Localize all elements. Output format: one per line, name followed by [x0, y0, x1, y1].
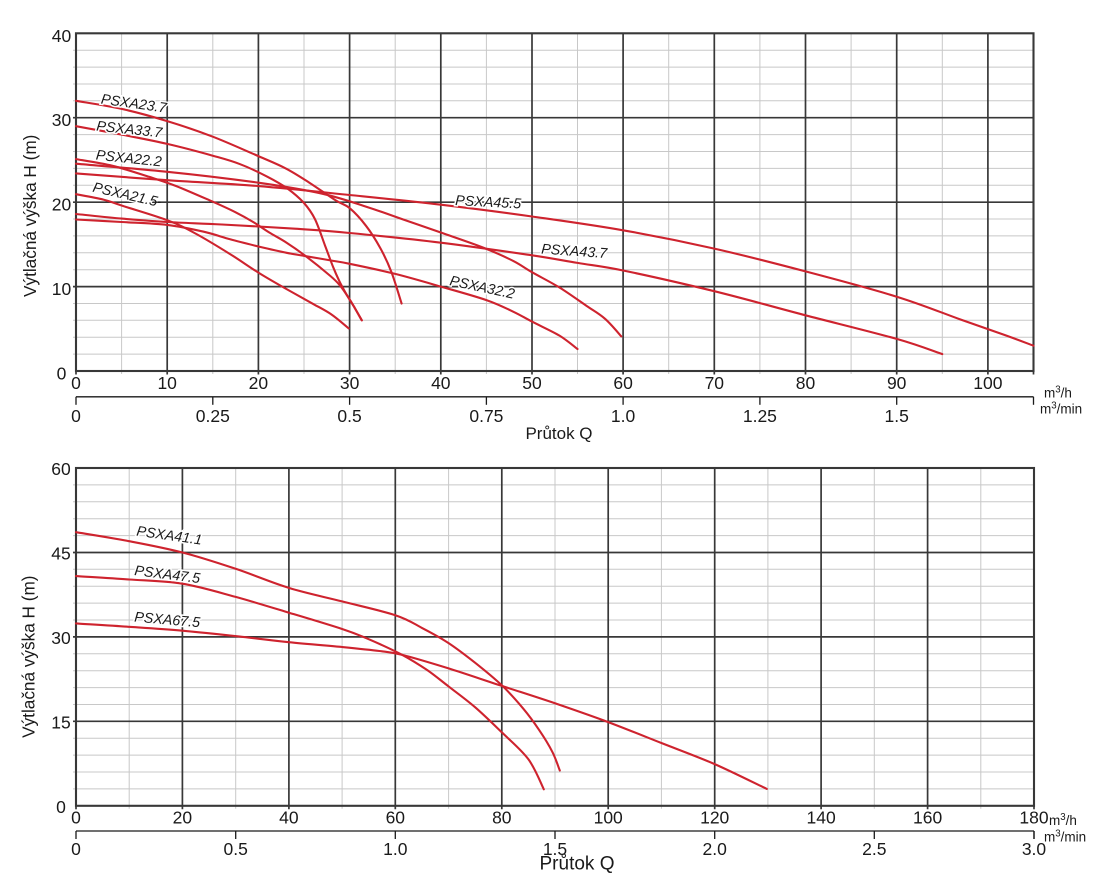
svg-text:50: 50: [522, 373, 542, 393]
svg-text:60: 60: [386, 808, 406, 828]
svg-text:PSXA45.5: PSXA45.5: [455, 193, 522, 212]
svg-text:0: 0: [71, 839, 81, 859]
svg-text:m3/min: m3/min: [1044, 829, 1086, 845]
svg-text:120: 120: [700, 808, 729, 828]
svg-text:30: 30: [51, 628, 71, 648]
svg-text:m3/h: m3/h: [1044, 384, 1072, 400]
svg-text:10: 10: [157, 373, 177, 393]
svg-text:Průtok Q: Průtok Q: [540, 854, 615, 875]
svg-text:20: 20: [173, 808, 193, 828]
svg-text:90: 90: [887, 373, 907, 393]
svg-text:30: 30: [340, 373, 360, 393]
svg-text:1.25: 1.25: [743, 406, 777, 426]
svg-text:80: 80: [492, 808, 512, 828]
svg-text:0: 0: [56, 797, 66, 817]
svg-text:20: 20: [52, 195, 72, 215]
svg-text:Průtok Q: Průtok Q: [525, 424, 592, 443]
svg-text:0: 0: [71, 406, 81, 426]
svg-text:40: 40: [279, 808, 299, 828]
svg-text:2.0: 2.0: [703, 839, 728, 859]
svg-text:70: 70: [705, 373, 725, 393]
svg-text:10: 10: [52, 279, 72, 299]
svg-text:140: 140: [806, 808, 835, 828]
svg-text:0.5: 0.5: [337, 406, 361, 426]
svg-text:0: 0: [57, 364, 67, 384]
svg-text:60: 60: [51, 459, 71, 479]
svg-text:20: 20: [249, 373, 269, 393]
svg-text:m3/h: m3/h: [1049, 812, 1077, 828]
svg-text:0: 0: [71, 808, 81, 828]
svg-text:40: 40: [52, 26, 72, 46]
svg-text:1.0: 1.0: [383, 839, 408, 859]
svg-text:80: 80: [796, 373, 816, 393]
svg-text:PSXA43.7: PSXA43.7: [541, 242, 609, 263]
svg-text:2.5: 2.5: [862, 839, 886, 859]
svg-text:Výtlačná výška H (m): Výtlačná výška H (m): [20, 135, 40, 297]
svg-text:100: 100: [594, 808, 623, 828]
svg-text:160: 160: [913, 808, 942, 828]
svg-text:1.5: 1.5: [885, 406, 909, 426]
svg-text:180: 180: [1019, 808, 1048, 828]
svg-text:45: 45: [51, 544, 70, 564]
svg-text:1.0: 1.0: [611, 406, 636, 426]
svg-text:0.25: 0.25: [196, 406, 230, 426]
svg-text:15: 15: [51, 712, 70, 732]
svg-text:0.5: 0.5: [224, 839, 248, 859]
svg-text:3.0: 3.0: [1022, 839, 1047, 859]
svg-text:0.75: 0.75: [469, 406, 503, 426]
svg-text:100: 100: [973, 373, 1002, 393]
svg-text:0: 0: [71, 373, 81, 393]
svg-text:30: 30: [52, 110, 72, 130]
svg-text:40: 40: [431, 373, 451, 393]
svg-text:1.5: 1.5: [543, 839, 567, 859]
svg-text:m3/min: m3/min: [1040, 401, 1082, 417]
svg-text:60: 60: [613, 373, 633, 393]
svg-text:Výtlačná výška H (m): Výtlačná výška H (m): [19, 576, 39, 738]
